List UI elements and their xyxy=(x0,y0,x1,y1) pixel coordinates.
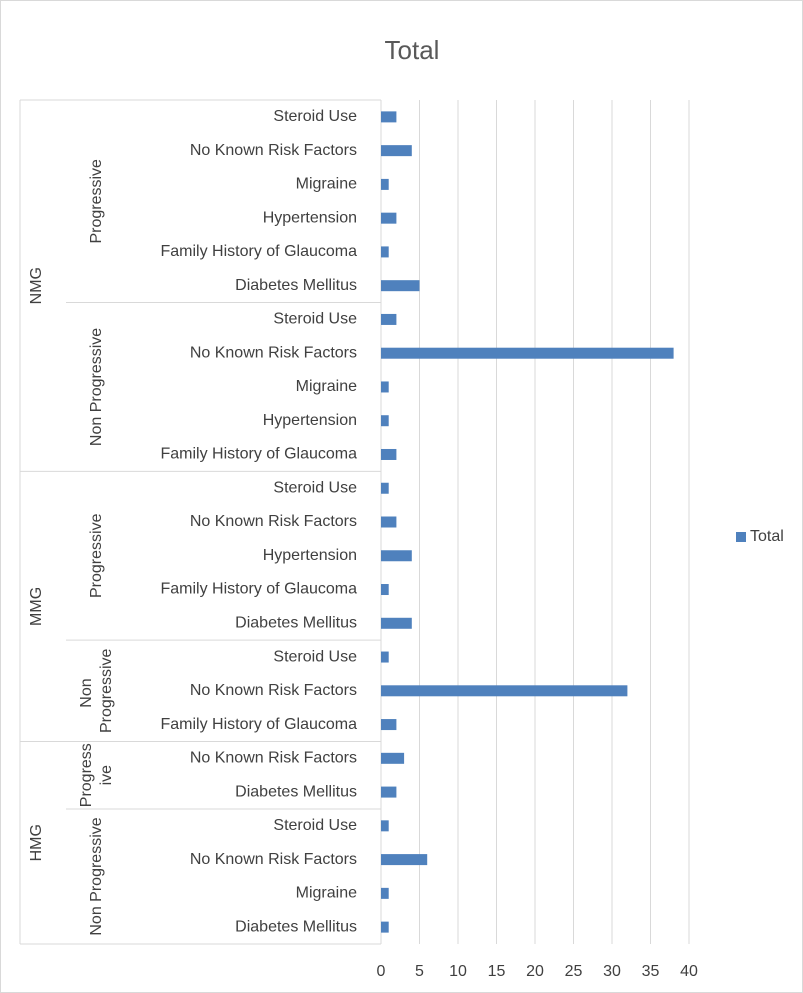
category-label: Hypertension xyxy=(263,547,357,564)
x-tick-label: 20 xyxy=(526,963,544,980)
category-label: Steroid Use xyxy=(273,479,357,496)
bar xyxy=(381,212,397,224)
category-label: No Known Risk Factors xyxy=(190,851,357,868)
subgroup-label: Progressive xyxy=(88,513,105,598)
chart-title: Total xyxy=(385,35,440,65)
category-label: Steroid Use xyxy=(273,311,357,328)
x-tick-label: 5 xyxy=(415,963,424,980)
group-label: MMG xyxy=(28,587,45,626)
category-label: Family History of Glaucoma xyxy=(161,581,358,598)
x-tick-label: 40 xyxy=(680,963,698,980)
bar xyxy=(381,887,389,899)
category-label: Diabetes Mellitus xyxy=(235,614,357,631)
bar xyxy=(381,347,674,359)
x-tick-label: 25 xyxy=(565,963,583,980)
bar xyxy=(381,145,412,157)
bar xyxy=(381,280,420,292)
category-label: Hypertension xyxy=(263,412,357,429)
bar xyxy=(381,786,397,798)
bar xyxy=(381,584,389,596)
bar xyxy=(381,178,389,190)
bar xyxy=(381,246,389,258)
subgroup-label: Non Progressive xyxy=(88,817,105,935)
category-label: Diabetes Mellitus xyxy=(235,277,357,294)
bar xyxy=(381,719,397,731)
category-label: Migraine xyxy=(296,378,357,395)
category-label: No Known Risk Factors xyxy=(190,513,357,530)
group-label: HMG xyxy=(28,824,45,861)
x-tick-label: 35 xyxy=(642,963,660,980)
legend-swatch xyxy=(736,532,746,542)
bar xyxy=(381,820,389,832)
legend-label: Total xyxy=(750,528,784,545)
x-tick-label: 15 xyxy=(488,963,506,980)
bar xyxy=(381,516,397,528)
group-label: NMG xyxy=(28,267,45,304)
category-label: Diabetes Mellitus xyxy=(235,783,357,800)
bar xyxy=(381,313,397,325)
category-label: Steroid Use xyxy=(273,108,357,125)
category-label: No Known Risk Factors xyxy=(190,142,357,159)
subgroup-label: Non Progressive xyxy=(88,328,105,446)
category-label: No Known Risk Factors xyxy=(190,344,357,361)
x-tick-label: 10 xyxy=(449,963,467,980)
category-label: Migraine xyxy=(296,885,357,902)
bar xyxy=(381,448,397,460)
category-label: Hypertension xyxy=(263,209,357,226)
x-tick-label: 30 xyxy=(603,963,621,980)
bar xyxy=(381,921,389,933)
subgroup-label: Progressive xyxy=(88,159,105,244)
bar xyxy=(381,651,389,663)
category-label: Family History of Glaucoma xyxy=(161,716,358,733)
bar xyxy=(381,381,389,393)
category-label: Steroid Use xyxy=(273,817,357,834)
bar xyxy=(381,550,412,562)
bar xyxy=(381,415,389,427)
bar xyxy=(381,685,628,697)
category-label: Diabetes Mellitus xyxy=(235,918,357,935)
bar xyxy=(381,617,412,629)
category-label: No Known Risk Factors xyxy=(190,750,357,767)
bar xyxy=(381,752,405,764)
x-tick-label: 0 xyxy=(377,963,386,980)
bar xyxy=(381,111,397,123)
category-label: Family History of Glaucoma xyxy=(161,446,358,463)
bar xyxy=(381,854,428,866)
bar xyxy=(381,482,389,494)
category-label: No Known Risk Factors xyxy=(190,682,357,699)
subgroup-label: Non Progressive xyxy=(78,648,115,733)
category-label: Steroid Use xyxy=(273,648,357,665)
category-label: Family History of Glaucoma xyxy=(161,243,358,260)
category-label: Migraine xyxy=(296,176,357,193)
